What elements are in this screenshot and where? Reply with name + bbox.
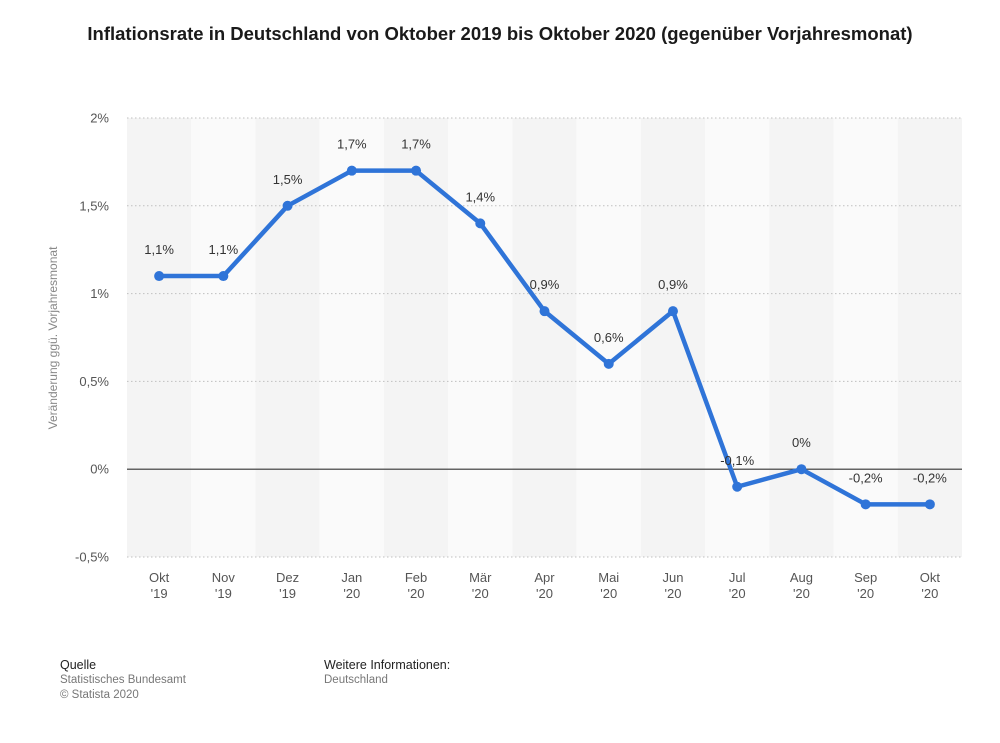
data-point — [154, 271, 165, 282]
column-band — [897, 118, 962, 557]
x-tick-label: Dez '19 — [276, 570, 299, 601]
column-band — [191, 118, 256, 557]
source-line: Statistisches Bundesamt — [60, 674, 186, 686]
y-tick-label: 0% — [90, 462, 109, 477]
y-tick-label: -0,5% — [75, 550, 109, 565]
y-tick-label: 1% — [90, 286, 109, 301]
data-label: 0,9% — [658, 277, 688, 292]
x-tick-label: Aug '20 — [790, 570, 813, 601]
x-tick-label: Sep '20 — [854, 570, 877, 601]
data-label: 1,1% — [209, 242, 239, 257]
x-tick-label: Jun '20 — [662, 570, 683, 601]
chart-title: Inflationsrate in Deutschland von Oktobe… — [87, 23, 913, 44]
data-label: -0,2% — [913, 470, 947, 485]
data-point — [796, 464, 807, 475]
column-band — [319, 118, 384, 557]
data-point — [282, 200, 293, 211]
data-point — [603, 358, 614, 369]
x-tick-label: Nov '19 — [212, 570, 236, 601]
y-tick-label: 0,5% — [79, 374, 109, 389]
data-label: 0% — [792, 435, 811, 450]
data-point — [411, 165, 422, 176]
data-point — [924, 499, 935, 510]
source-block: Quelle Statistisches Bundesamt © Statist… — [60, 658, 186, 703]
data-point — [218, 271, 229, 282]
data-label: -0,2% — [849, 470, 883, 485]
info-block: Weitere Informationen: Deutschland — [324, 658, 450, 688]
x-tick-label: Mär '20 — [469, 570, 492, 601]
data-point — [667, 306, 678, 317]
x-tick-label: Jan '20 — [341, 570, 362, 601]
data-label: 0,9% — [530, 277, 560, 292]
x-tick-label: Okt '19 — [149, 570, 170, 601]
data-point — [539, 306, 550, 317]
column-band — [576, 118, 641, 557]
info-line: Deutschland — [324, 674, 388, 686]
copyright-line: © Statista 2020 — [60, 689, 139, 701]
data-label: 1,5% — [273, 172, 303, 187]
column-band — [448, 118, 513, 557]
x-tick-label: Feb '20 — [405, 570, 427, 601]
column-band — [833, 118, 898, 557]
x-tick-label: Okt '20 — [920, 570, 941, 601]
data-label: 0,6% — [594, 330, 624, 345]
data-label: 1,4% — [465, 189, 495, 204]
column-band — [127, 118, 192, 557]
data-label: 1,7% — [337, 137, 367, 152]
column-band — [769, 118, 834, 557]
data-point — [346, 165, 357, 176]
source-heading: Quelle — [60, 658, 97, 672]
data-label: -0,1% — [720, 453, 754, 468]
data-label: 1,1% — [144, 242, 174, 257]
column-band — [255, 118, 320, 557]
data-label: 1,7% — [401, 137, 431, 152]
x-tick-label: Jul '20 — [729, 570, 746, 601]
data-point — [860, 499, 871, 510]
column-band — [640, 118, 706, 557]
x-tick-label: Apr '20 — [534, 570, 555, 601]
column-band — [512, 118, 577, 557]
data-point — [475, 218, 486, 229]
x-tick-label: Mai '20 — [598, 570, 619, 601]
y-axis-title: Veränderung ggü. Vorjahresmonat — [46, 246, 60, 429]
info-heading: Weitere Informationen: — [324, 658, 451, 672]
y-tick-label: 1,5% — [79, 198, 109, 213]
data-point — [732, 481, 743, 492]
column-band — [383, 118, 449, 557]
y-tick-label: 2% — [90, 111, 109, 126]
